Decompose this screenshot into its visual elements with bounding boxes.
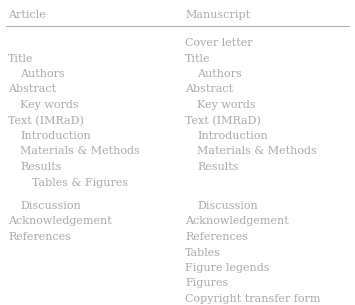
Text: Discussion: Discussion xyxy=(20,201,81,211)
Text: Introduction: Introduction xyxy=(197,131,268,141)
Text: Copyright transfer form: Copyright transfer form xyxy=(185,294,321,304)
Text: Results: Results xyxy=(20,162,61,172)
Text: Abstract: Abstract xyxy=(8,84,56,95)
Text: Figure legends: Figure legends xyxy=(185,263,269,273)
Text: Title: Title xyxy=(8,53,33,63)
Text: Article: Article xyxy=(8,10,46,20)
Text: Tables: Tables xyxy=(185,247,221,257)
Text: Introduction: Introduction xyxy=(20,131,91,141)
Text: Text (IMRaD): Text (IMRaD) xyxy=(185,116,261,126)
Text: Manuscript: Manuscript xyxy=(185,10,250,20)
Text: Materials & Methods: Materials & Methods xyxy=(20,146,140,156)
Text: Acknowledgement: Acknowledgement xyxy=(8,217,112,227)
Text: Title: Title xyxy=(185,53,211,63)
Text: Acknowledgement: Acknowledgement xyxy=(185,217,289,227)
Text: Key words: Key words xyxy=(20,100,78,110)
Text: References: References xyxy=(8,232,71,242)
Text: Materials & Methods: Materials & Methods xyxy=(197,146,317,156)
Text: Figures: Figures xyxy=(185,278,228,289)
Text: Results: Results xyxy=(197,162,239,172)
Text: Key words: Key words xyxy=(197,100,256,110)
Text: References: References xyxy=(185,232,248,242)
Text: Text (IMRaD): Text (IMRaD) xyxy=(8,116,84,126)
Text: Authors: Authors xyxy=(20,69,65,79)
Text: Abstract: Abstract xyxy=(185,84,233,95)
Text: Tables & Figures: Tables & Figures xyxy=(32,178,128,188)
Text: Authors: Authors xyxy=(197,69,242,79)
Text: Discussion: Discussion xyxy=(197,201,258,211)
Text: Cover letter: Cover letter xyxy=(185,38,253,48)
